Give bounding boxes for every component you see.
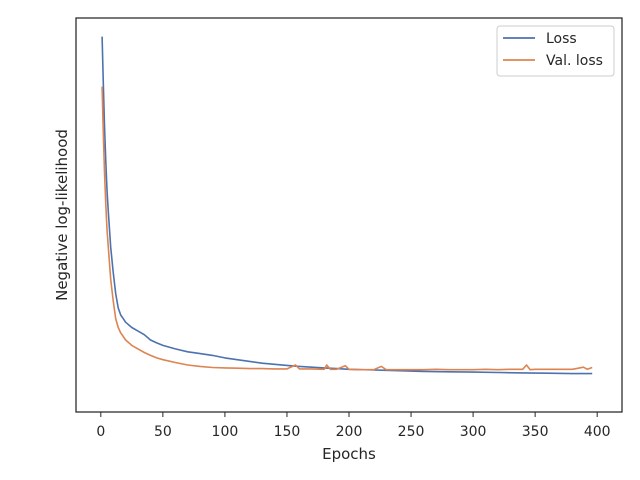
x-tick-label: 300 (460, 424, 487, 440)
plot-area (76, 18, 622, 412)
x-tick-label: 350 (522, 424, 549, 440)
x-tick-label: 250 (398, 424, 425, 440)
series-line-loss (101, 36, 593, 375)
y-axis-label: Negative log-likelihood (53, 129, 71, 301)
x-tick-label: 0 (96, 424, 105, 440)
legend: Loss Val. loss (496, 25, 615, 77)
series-layer (101, 36, 593, 375)
x-tick-label: 150 (274, 424, 301, 440)
legend-label: Val. loss (546, 53, 603, 69)
x-tick-label: 400 (584, 424, 611, 440)
legend-label: Loss (546, 31, 577, 47)
x-axis: 0 50 100 150 200 250 300 350 400 (96, 412, 611, 440)
x-axis-label: Epochs (322, 445, 376, 463)
x-tick-label: 50 (154, 424, 172, 440)
x-tick-label: 200 (336, 424, 363, 440)
x-tick-label: 100 (212, 424, 239, 440)
series-line-val-loss (101, 86, 593, 371)
